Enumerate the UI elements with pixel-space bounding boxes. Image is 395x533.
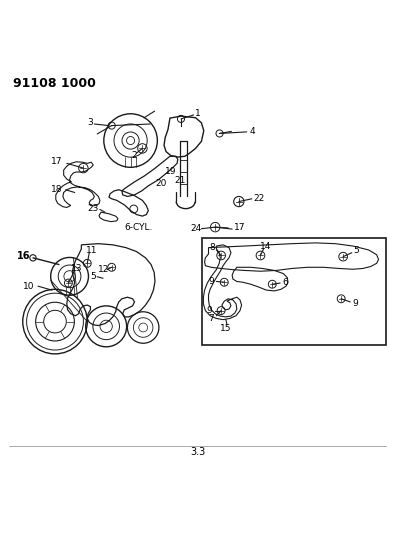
Text: 91108 1000: 91108 1000: [13, 77, 95, 90]
Text: 24: 24: [190, 224, 201, 233]
Text: 13: 13: [71, 264, 83, 273]
Text: 6: 6: [282, 278, 288, 287]
Text: 12: 12: [98, 265, 109, 274]
Text: 8: 8: [210, 243, 215, 252]
Text: 10: 10: [23, 281, 35, 290]
Polygon shape: [205, 243, 378, 271]
Text: 6-CYL.: 6-CYL.: [124, 223, 152, 232]
Text: 17: 17: [51, 157, 63, 166]
Text: 17: 17: [234, 223, 246, 232]
Text: 21: 21: [175, 176, 186, 185]
Text: 3: 3: [88, 118, 93, 127]
Text: 1: 1: [195, 109, 200, 118]
Text: 19: 19: [165, 167, 177, 176]
Text: 16: 16: [17, 251, 30, 261]
Text: 3.3: 3.3: [190, 447, 205, 457]
Text: 14: 14: [260, 243, 271, 252]
Text: 7: 7: [208, 314, 214, 323]
Text: 5: 5: [353, 246, 359, 255]
Bar: [202, 238, 386, 345]
Text: 23: 23: [87, 204, 98, 213]
Text: 11: 11: [85, 246, 97, 255]
Text: 9: 9: [208, 277, 214, 286]
Text: 2: 2: [131, 151, 137, 160]
Text: 20: 20: [156, 179, 167, 188]
Text: 4: 4: [250, 127, 256, 135]
Text: 22: 22: [253, 193, 265, 203]
Text: 9: 9: [207, 306, 212, 315]
Text: 18: 18: [51, 185, 62, 194]
Text: 9: 9: [352, 299, 358, 308]
Text: 5: 5: [90, 272, 96, 281]
Text: 15: 15: [220, 324, 231, 333]
